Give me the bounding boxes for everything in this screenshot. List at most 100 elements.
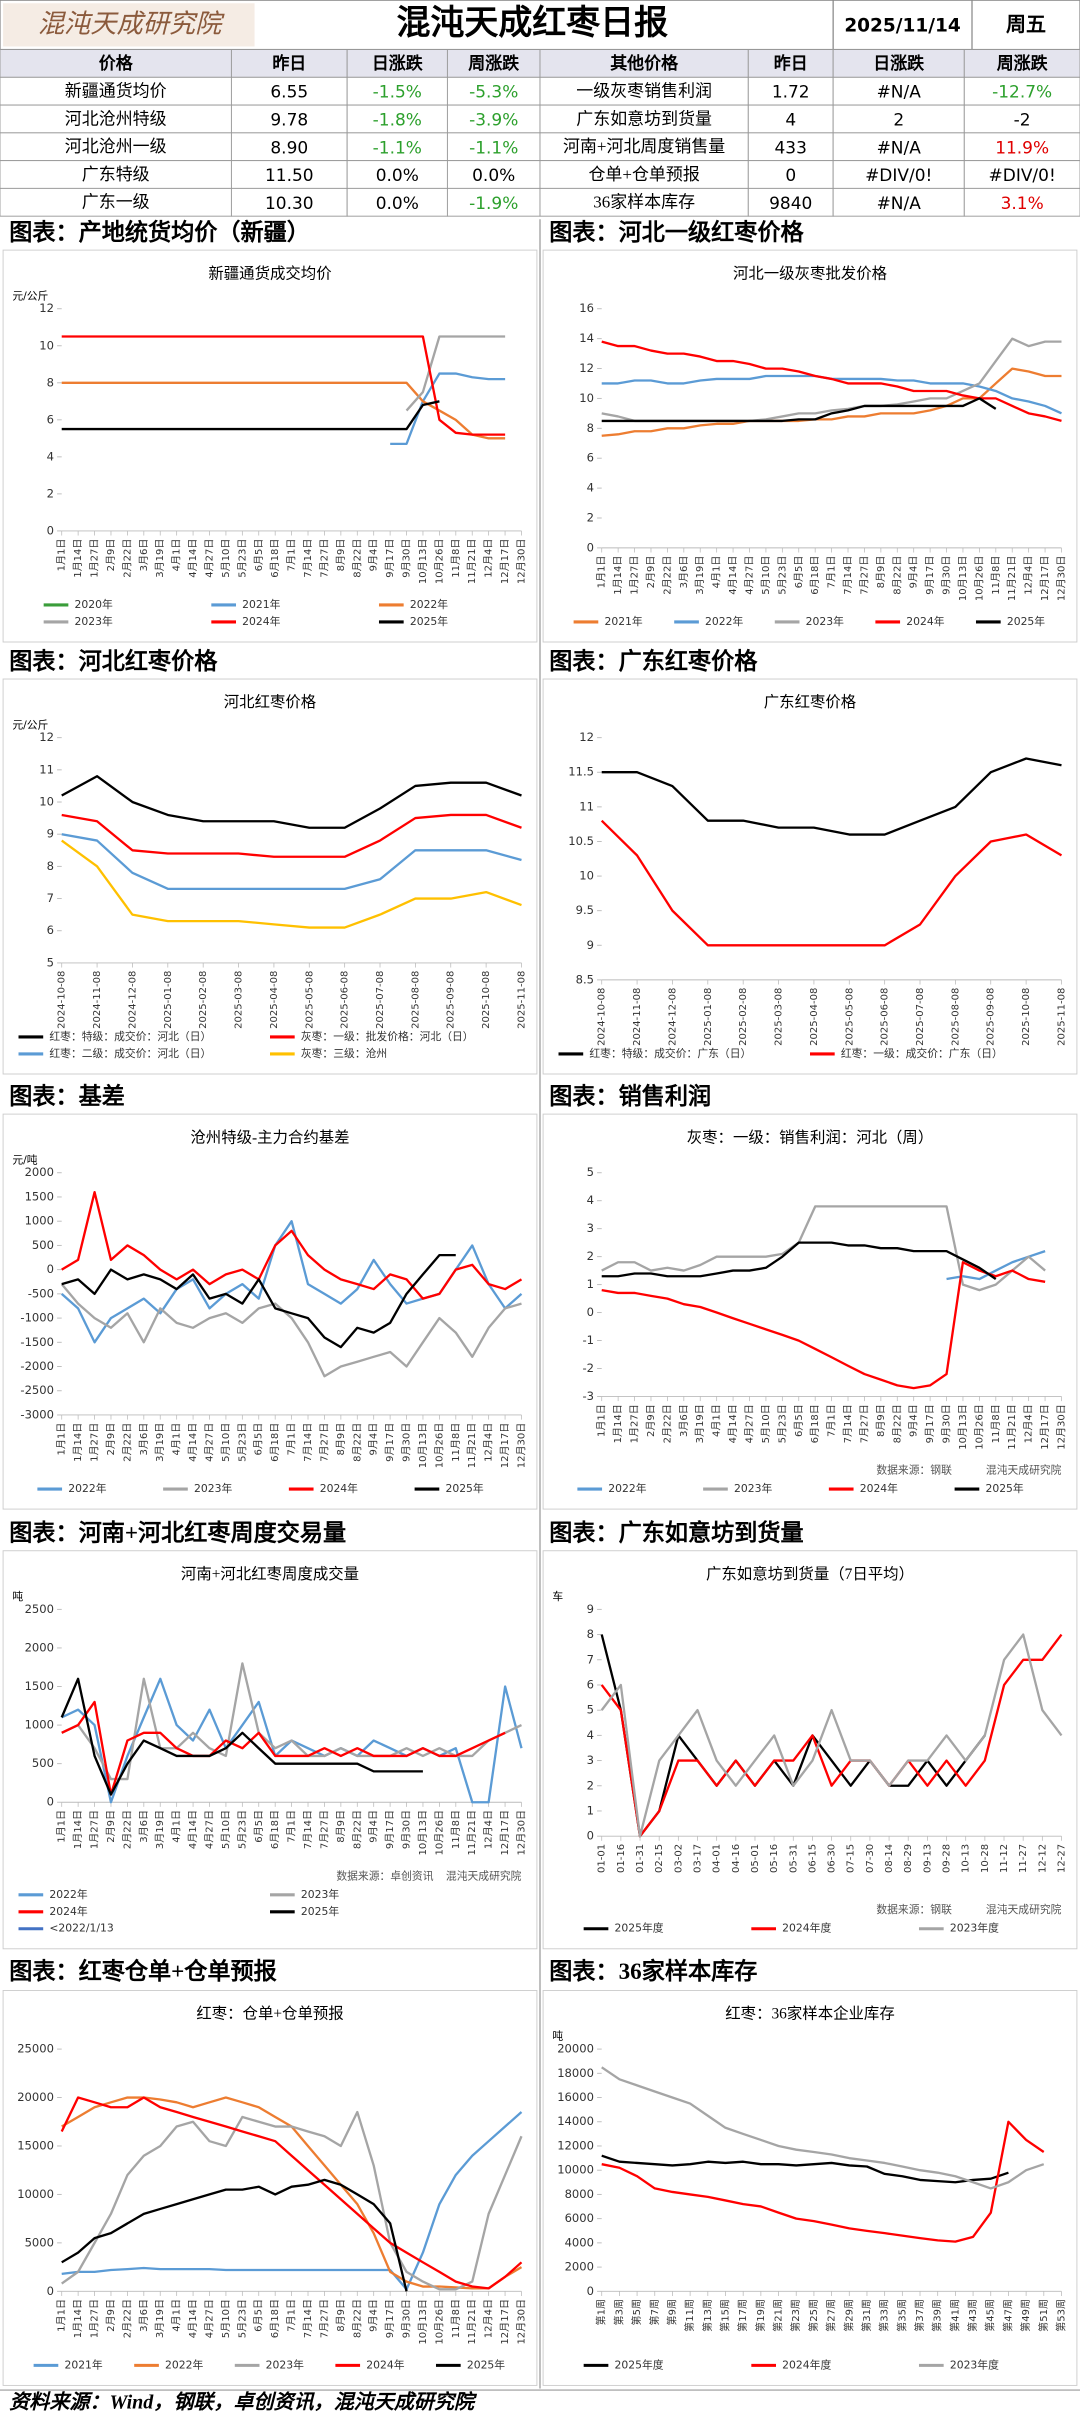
table-value: -12.7% [992, 83, 1052, 103]
panel-heading-bar [540, 1084, 1080, 1113]
x-tick-label: 1月1日 [56, 539, 68, 572]
x-tick-label: 05-16 [769, 1844, 780, 1873]
series-line [61, 381, 506, 440]
y-tick-label: 12 [579, 361, 594, 375]
y-tick-label: 2000 [25, 1165, 54, 1179]
table-value: 2 [893, 111, 904, 131]
x-tick-label: 5月10日 [220, 539, 232, 578]
y-tick-label: 4 [587, 1193, 594, 1207]
table-header: 周涨跌 [468, 54, 519, 73]
y-tick-label: 10000 [557, 2163, 594, 2177]
x-tick-label: 3月19日 [154, 1810, 166, 1849]
x-tick-label: 12月17日 [1039, 556, 1051, 602]
x-tick-label: 7月1日 [826, 1404, 838, 1437]
x-tick-label: 7月27日 [858, 556, 870, 595]
y-tick-label: 8.5 [576, 972, 594, 986]
legend-label: 2022年 [705, 614, 743, 628]
x-tick-label: 7月1日 [286, 2299, 298, 2332]
table-value: -1.8% [373, 111, 422, 131]
x-tick-label: 1月1日 [56, 1423, 68, 1456]
x-tick-label: 9月17日 [384, 2299, 396, 2338]
legend-label: 2021年 [64, 2357, 102, 2371]
x-tick-label: 2025-05-08 [304, 971, 315, 1029]
x-tick-label: 4月1日 [171, 2299, 183, 2332]
y-tick-label: 5 [47, 955, 54, 969]
table-value: -1.5% [373, 83, 422, 103]
legend-label: 2024年 [906, 614, 944, 628]
x-tick-label: 8月22日 [891, 1404, 903, 1443]
table-value: 0.0% [376, 194, 419, 214]
x-tick-label: 第17周 [736, 2299, 749, 2332]
x-tick-label: 7月14日 [842, 556, 854, 595]
chart-title: 河北红枣价格 [224, 693, 317, 711]
legend-label: 2024年 [242, 614, 280, 628]
x-tick-label: 4月14日 [727, 1404, 739, 1443]
chart-frame [542, 1113, 1078, 1510]
x-tick-label: 11月21日 [466, 2299, 478, 2345]
panel-heading-bar [540, 220, 1080, 249]
x-tick-label: 第39周 [931, 2299, 944, 2332]
x-tick-label: 11月8日 [450, 539, 462, 578]
legend-label: 2023年度 [950, 1921, 999, 1935]
y-tick-label: 16 [579, 301, 594, 315]
x-tick-label: 2025-10-08 [1021, 988, 1032, 1046]
x-tick-label: 2025-11-08 [1056, 988, 1067, 1046]
x-tick-label: 2025-07-08 [375, 971, 386, 1029]
x-tick-label: 2024-12-08 [667, 988, 678, 1046]
x-tick-label: 12月17日 [499, 539, 511, 585]
legend-label: 2024年度 [782, 2357, 831, 2371]
x-tick-label: 5月10日 [760, 1404, 772, 1443]
table-cell [832, 187, 965, 217]
x-tick-label: 7月27日 [318, 2299, 330, 2338]
x-tick-label: 04-01 [712, 1844, 723, 1873]
y-tick-label: 2 [587, 1249, 594, 1263]
panel-heading-bar [540, 1521, 1080, 1550]
y-tick-label: 4000 [565, 2235, 594, 2249]
y-tick-label: 2000 [25, 1640, 54, 1654]
x-tick-label: 9月17日 [924, 556, 936, 595]
y-tick-label: 8 [47, 375, 54, 389]
x-tick-label: 10月26日 [973, 1404, 985, 1450]
panel-heading: 图表：河北红枣价格 [9, 648, 218, 675]
x-tick-label: 第9周 [665, 2299, 678, 2325]
chart-title: 广东红枣价格 [764, 693, 857, 711]
y-tick-label: 10 [579, 391, 594, 405]
series-line [601, 2120, 1045, 2243]
legend-label: 2023年 [301, 1887, 339, 1901]
x-tick-label: 8月9日 [875, 1404, 887, 1437]
x-tick-label: 12月4日 [483, 2299, 495, 2338]
x-tick-label: 3月19日 [694, 556, 706, 595]
x-tick-label: 6月5日 [793, 556, 805, 589]
chart-title: 新疆通货成交均价 [208, 264, 331, 282]
series-line [61, 335, 506, 436]
y-tick-label: 0 [47, 2284, 54, 2298]
x-tick-label: 2025-05-08 [844, 988, 855, 1046]
x-tick-label: 9月4日 [908, 556, 920, 589]
x-tick-label: 2024-11-08 [92, 971, 103, 1029]
table-value: 11.9% [995, 138, 1049, 158]
x-tick-label: 10月13日 [417, 1810, 429, 1856]
series-line [61, 1700, 506, 1796]
x-tick-label: 第29周 [842, 2299, 855, 2332]
table-value: 河南+河北周度销售量 [563, 137, 725, 156]
x-tick-label: 12月17日 [1039, 1404, 1051, 1450]
x-tick-label: 12月17日 [499, 2299, 511, 2345]
series-line [600, 819, 1063, 947]
panel-heading: 图表：广东如意坊到货量 [549, 1520, 803, 1547]
x-tick-label: 1月27日 [629, 1404, 641, 1443]
table-value: 10.30 [265, 194, 314, 214]
x-tick-label: 8月22日 [351, 1423, 363, 1462]
series-line [601, 2154, 1009, 2184]
x-tick-label: 10月26日 [433, 539, 445, 585]
x-tick-label: 5月23日 [236, 1810, 248, 1849]
y-tick-label: 6 [587, 451, 594, 465]
x-tick-label: 10月26日 [433, 1423, 445, 1469]
x-tick-label: 2月22日 [121, 1810, 133, 1849]
table-value: 广东一级 [82, 193, 150, 212]
x-tick-label: 07-30 [865, 1844, 876, 1873]
x-tick-label: 10月13日 [417, 2299, 429, 2345]
x-tick-label: 4月14日 [187, 539, 199, 578]
x-tick-label: 12月30日 [515, 1810, 527, 1856]
y-tick-label: 2 [587, 1778, 594, 1792]
x-tick-label: 7月27日 [318, 539, 330, 578]
